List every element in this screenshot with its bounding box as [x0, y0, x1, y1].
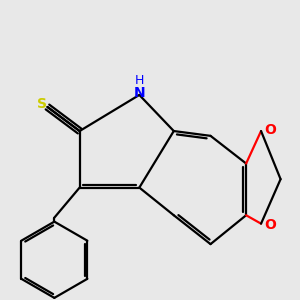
Text: S: S [37, 97, 46, 111]
Text: H: H [135, 74, 144, 87]
Text: N: N [134, 86, 145, 100]
Text: O: O [264, 122, 276, 136]
Text: O: O [264, 218, 276, 232]
